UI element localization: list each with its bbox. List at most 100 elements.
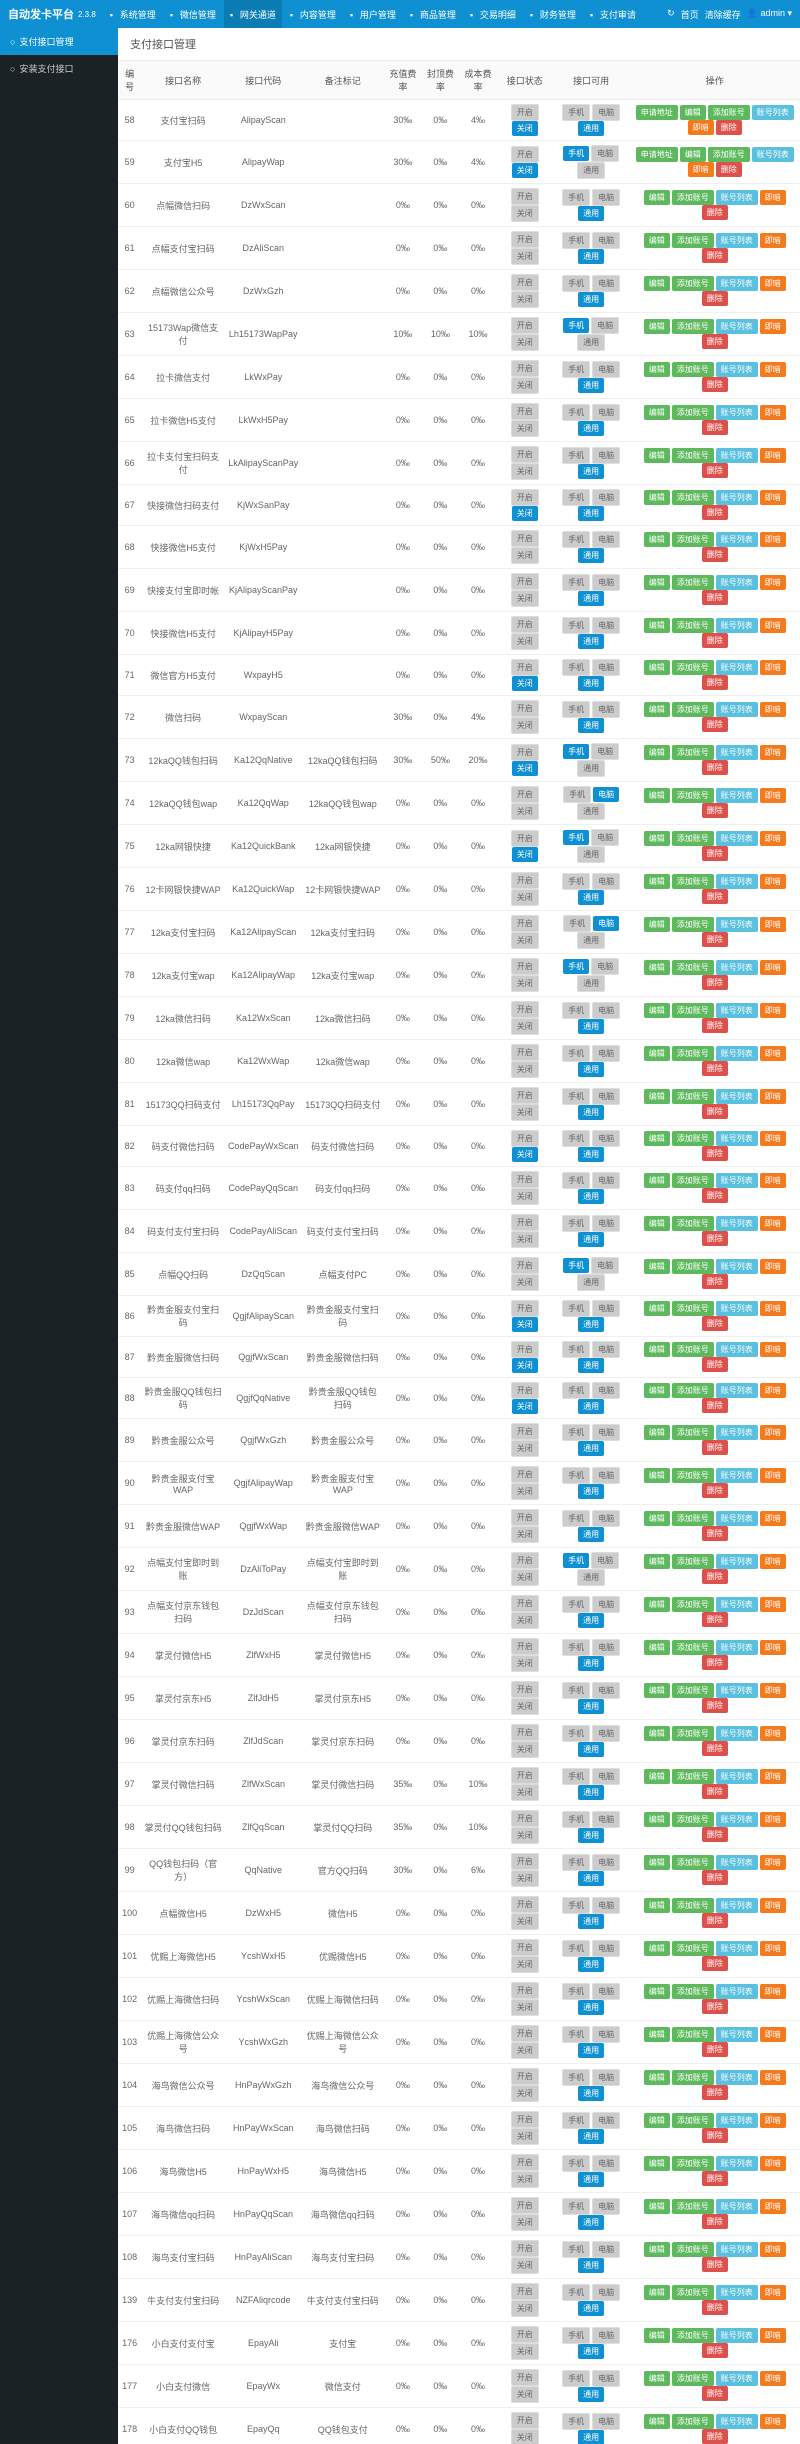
avail-pc-btn[interactable]: 电脑 (592, 1341, 620, 1358)
addacct-btn[interactable]: 添加账号 (672, 1089, 714, 1104)
edit-btn[interactable]: 编辑 (644, 2070, 670, 2085)
avail-all-btn[interactable]: 通用 (578, 1062, 604, 1077)
avail-pc-btn[interactable]: 电脑 (592, 1215, 620, 1232)
del-btn[interactable]: 删除 (702, 932, 728, 947)
addacct-btn[interactable]: 添加账号 (672, 960, 714, 975)
avail-mobile-btn[interactable]: 手机 (562, 489, 590, 506)
avail-pc-btn[interactable]: 电脑 (592, 1130, 620, 1147)
addacct-btn[interactable]: 添加账号 (672, 1941, 714, 1956)
acctlist-btn[interactable]: 账号列表 (716, 960, 758, 975)
upd-btn[interactable]: 即暗 (760, 362, 786, 377)
edit-btn[interactable]: 编辑 (644, 2242, 670, 2257)
del-btn[interactable]: 删除 (702, 1104, 728, 1119)
status-on-btn[interactable]: 开启 (511, 1638, 539, 1655)
avail-all-btn[interactable]: 通用 (577, 760, 605, 777)
del-btn[interactable]: 删除 (702, 1655, 728, 1670)
avail-mobile-btn[interactable]: 手机 (562, 361, 590, 378)
del-btn[interactable]: 删除 (702, 1188, 728, 1203)
avail-pc-btn[interactable]: 电脑 (592, 1897, 620, 1914)
status-off-btn[interactable]: 关闭 (511, 1569, 539, 1586)
status-on-btn[interactable]: 开启 (511, 1382, 539, 1399)
avail-pc-btn[interactable]: 电脑 (592, 1854, 620, 1871)
status-on-btn[interactable]: 开启 (511, 2025, 539, 2042)
avail-mobile-btn[interactable]: 手机 (563, 318, 589, 333)
del-btn[interactable]: 删除 (702, 2214, 728, 2229)
acctlist-btn[interactable]: 账号列表 (716, 1984, 758, 1999)
addacct-btn[interactable]: 添加账号 (672, 1726, 714, 1741)
addacct-btn[interactable]: 添加账号 (672, 917, 714, 932)
status-off-btn[interactable]: 关闭 (512, 1317, 538, 1332)
status-on-btn[interactable]: 开启 (511, 786, 539, 803)
avail-mobile-btn[interactable]: 手机 (562, 1725, 590, 1742)
status-off-btn[interactable]: 关闭 (511, 2386, 539, 2403)
status-on-btn[interactable]: 开启 (511, 1810, 539, 1827)
refresh-icon[interactable]: ↻ (667, 8, 675, 21)
status-on-btn[interactable]: 开启 (511, 1300, 539, 1317)
addacct-btn[interactable]: 添加账号 (672, 1597, 714, 1612)
acctlist-btn[interactable]: 账号列表 (716, 2371, 758, 2386)
del-btn[interactable]: 删除 (702, 675, 728, 690)
upd-btn[interactable]: 即暗 (760, 1173, 786, 1188)
avail-mobile-btn[interactable]: 手机 (562, 104, 590, 121)
avail-pc-btn[interactable]: 电脑 (591, 743, 619, 760)
avail-mobile-btn[interactable]: 手机 (562, 1215, 590, 1232)
addacct-btn[interactable]: 添加账号 (672, 1683, 714, 1698)
del-btn[interactable]: 删除 (702, 2343, 728, 2358)
status-on-btn[interactable]: 开启 (511, 231, 539, 248)
upd-btn[interactable]: 即暗 (760, 788, 786, 803)
status-off-btn[interactable]: 关闭 (511, 1784, 539, 1801)
avail-mobile-btn[interactable]: 手机 (562, 659, 590, 676)
del-btn[interactable]: 删除 (702, 334, 728, 349)
upd-btn[interactable]: 即暗 (760, 1812, 786, 1827)
avail-all-btn[interactable]: 通用 (578, 121, 604, 136)
acctlist-btn[interactable]: 账号列表 (716, 2199, 758, 2214)
acctlist-btn[interactable]: 账号列表 (716, 831, 758, 846)
status-on-btn[interactable]: 开启 (511, 1044, 539, 1061)
edit-btn[interactable]: 编辑 (644, 532, 670, 547)
avail-pc-btn[interactable]: 电脑 (593, 916, 619, 931)
status-off-btn[interactable]: 关闭 (512, 1358, 538, 1373)
acctlist-btn[interactable]: 账号列表 (716, 1216, 758, 1231)
avail-mobile-btn[interactable]: 手机 (562, 1897, 590, 1914)
avail-all-btn[interactable]: 通用 (578, 2430, 604, 2444)
upd-btn[interactable]: 即暗 (760, 960, 786, 975)
status-on-btn[interactable]: 开启 (511, 1724, 539, 1741)
upd-btn[interactable]: 即暗 (760, 1554, 786, 1569)
status-on-btn[interactable]: 开启 (511, 659, 539, 676)
status-off-btn[interactable]: 关闭 (511, 377, 539, 394)
upd-btn[interactable]: 即暗 (760, 1383, 786, 1398)
nav-item-1[interactable]: ▪微信管理 (164, 0, 222, 28)
status-on-btn[interactable]: 开启 (511, 1130, 539, 1147)
acctlist-btn[interactable]: 账号列表 (716, 190, 758, 205)
avail-pc-btn[interactable]: 电脑 (592, 189, 620, 206)
edit-btn[interactable]: 编辑 (644, 1425, 670, 1440)
acctlist-btn[interactable]: 账号列表 (716, 702, 758, 717)
acctlist-btn[interactable]: 账号列表 (716, 1554, 758, 1569)
avail-mobile-btn[interactable]: 手机 (562, 2327, 590, 2344)
avail-mobile-btn[interactable]: 手机 (562, 1088, 590, 1105)
avail-all-btn[interactable]: 通用 (578, 1957, 604, 1972)
avail-all-btn[interactable]: 通用 (578, 1527, 604, 1542)
sidebar-item-0[interactable]: ○ 支付接口管理 (0, 28, 118, 55)
status-on-btn[interactable]: 开启 (511, 616, 539, 633)
addacct-btn[interactable]: 添加账号 (672, 1046, 714, 1061)
status-off-btn[interactable]: 关闭 (512, 1399, 538, 1414)
avail-pc-btn[interactable]: 电脑 (592, 2026, 620, 2043)
acctlist-btn[interactable]: 账号列表 (716, 1173, 758, 1188)
status-off-btn[interactable]: 关闭 (511, 1827, 539, 1844)
upd-btn[interactable]: 即暗 (760, 2027, 786, 2042)
addacct-btn[interactable]: 添加账号 (672, 1769, 714, 1784)
del-btn[interactable]: 删除 (702, 1231, 728, 1246)
avail-pc-btn[interactable]: 电脑 (592, 1725, 620, 1742)
status-off-btn[interactable]: 关闭 (511, 1440, 539, 1457)
edit-btn[interactable]: 编辑 (644, 1769, 670, 1784)
edit-btn[interactable]: 编辑 (644, 2328, 670, 2343)
acctlist-btn[interactable]: 账号列表 (716, 1131, 758, 1146)
user-menu[interactable]: 👤 admin ▾ (747, 8, 792, 21)
status-on-btn[interactable]: 开启 (511, 530, 539, 547)
addacct-btn[interactable]: 添加账号 (672, 2113, 714, 2128)
upd-btn[interactable]: 即暗 (760, 1769, 786, 1784)
avail-pc-btn[interactable]: 电脑 (591, 317, 619, 334)
status-on-btn[interactable]: 开启 (511, 1896, 539, 1913)
edit-btn[interactable]: 编辑 (644, 2113, 670, 2128)
